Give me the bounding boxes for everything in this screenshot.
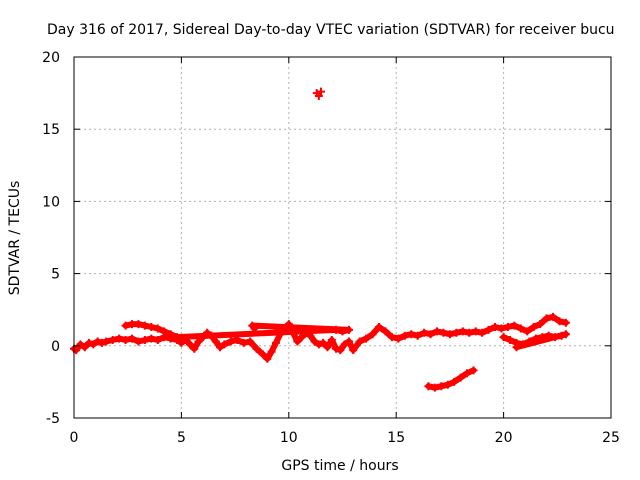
x-tick-label: 20 <box>495 430 513 446</box>
grid-lines <box>74 57 611 418</box>
series-line <box>425 367 477 391</box>
x-tick-label: 0 <box>70 430 79 446</box>
x-axis-label: GPS time / hours <box>281 458 398 474</box>
data-point <box>314 91 323 100</box>
y-tick-label: 5 <box>51 267 60 283</box>
plot-frame <box>73 56 612 419</box>
x-tick-label: 15 <box>387 430 405 446</box>
y-tick-label: -5 <box>46 411 60 427</box>
y-tick-label: 15 <box>42 122 60 138</box>
data-points <box>70 87 570 392</box>
y-tick-label: 10 <box>42 194 60 210</box>
series-lower-branch <box>499 330 570 352</box>
chart-title: Day 316 of 2017, Sidereal Day-to-day VTE… <box>47 22 615 38</box>
series-line <box>122 321 352 341</box>
x-tick-label: 25 <box>602 430 620 446</box>
y-tick-label: 20 <box>42 50 60 66</box>
series-upper-branch <box>121 320 353 342</box>
x-tick-label: 5 <box>177 430 186 446</box>
series-negative-arc <box>424 366 478 392</box>
y-tick-label: 0 <box>51 339 60 355</box>
series-line <box>500 331 569 351</box>
x-tick-label: 10 <box>280 430 298 446</box>
series-main-band <box>70 312 570 363</box>
series-line <box>71 313 569 362</box>
axis-ticks: 0 5 10 15 20 25 -5 0 5 10 15 20 <box>42 50 620 446</box>
y-axis-label: SDTVAR / TECUs <box>7 181 23 296</box>
data-point <box>317 87 326 96</box>
series-outlier <box>312 87 326 100</box>
